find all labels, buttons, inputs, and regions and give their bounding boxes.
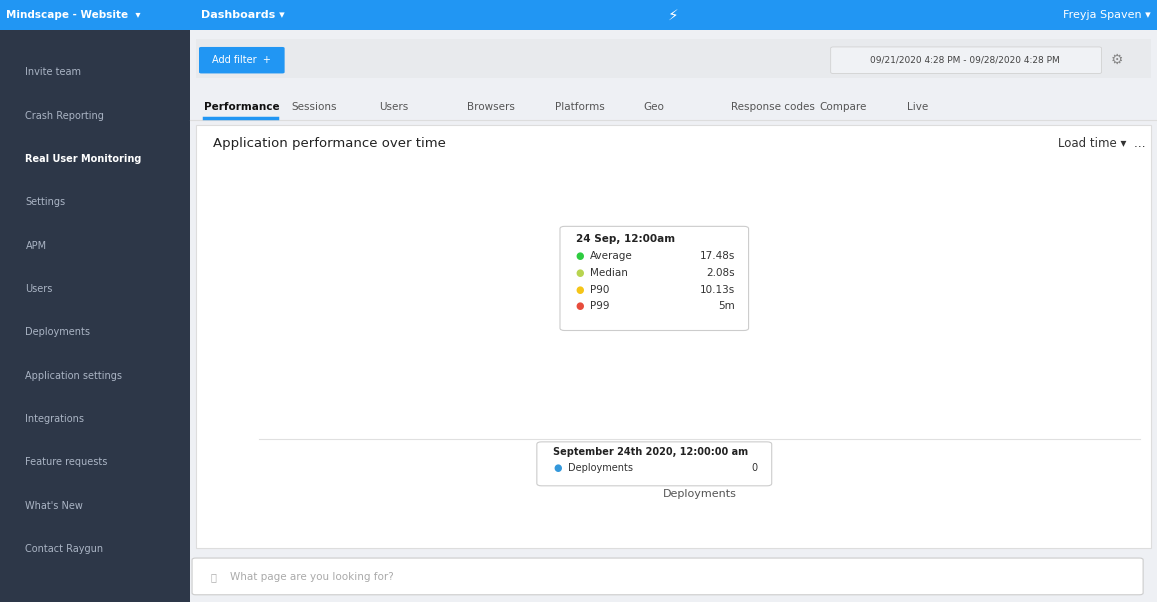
Text: Application settings: Application settings [25, 371, 123, 380]
Text: ●: ● [575, 251, 583, 261]
Text: Median: Median [590, 268, 628, 278]
Text: Compare: Compare [819, 102, 867, 112]
Text: Feature requests: Feature requests [25, 458, 108, 467]
Text: Settings: Settings [25, 197, 66, 207]
Text: Load time ▾  …: Load time ▾ … [1057, 137, 1145, 150]
Text: Users: Users [25, 284, 53, 294]
Text: ●: ● [575, 285, 583, 294]
Text: ●: ● [575, 302, 583, 311]
Text: What's New: What's New [25, 501, 83, 510]
Text: ⚙: ⚙ [1111, 53, 1122, 67]
Text: Geo: Geo [643, 102, 664, 112]
Text: 5m: 5m [718, 302, 735, 311]
Text: Performance: Performance [204, 102, 279, 112]
Text: Response codes: Response codes [731, 102, 815, 112]
Text: Mindscape - Website  ▾: Mindscape - Website ▾ [6, 10, 140, 20]
Text: P90: P90 [590, 285, 610, 294]
Text: Dashboards ▾: Dashboards ▾ [201, 10, 285, 20]
Text: 24 Sep, 12:00am: 24 Sep, 12:00am [576, 234, 676, 244]
Text: Add filter  +: Add filter + [213, 55, 271, 65]
Text: 0: 0 [752, 463, 758, 473]
Text: 09/21/2020 4:28 PM - 09/28/2020 4:28 PM: 09/21/2020 4:28 PM - 09/28/2020 4:28 PM [870, 56, 1060, 64]
Text: ●: ● [553, 463, 561, 473]
Text: APM: APM [25, 241, 46, 250]
Text: Integrations: Integrations [25, 414, 84, 424]
Text: Users: Users [379, 102, 408, 112]
Text: September 24th 2020, 12:00:00 am: September 24th 2020, 12:00:00 am [553, 447, 749, 457]
Text: 🔍: 🔍 [211, 572, 216, 582]
Text: 2.08s: 2.08s [706, 268, 735, 278]
Text: Platforms: Platforms [555, 102, 605, 112]
Text: Deployments: Deployments [568, 463, 633, 473]
Text: Crash Reporting: Crash Reporting [25, 111, 104, 120]
Text: Contact Raygun: Contact Raygun [25, 544, 104, 554]
Text: Deployments: Deployments [25, 327, 90, 337]
Text: ⚡: ⚡ [668, 8, 679, 22]
Text: Deployments: Deployments [663, 489, 736, 499]
Text: Live: Live [907, 102, 928, 112]
Text: Sessions: Sessions [292, 102, 337, 112]
Text: Real User Monitoring: Real User Monitoring [25, 154, 142, 164]
Text: What page are you looking for?: What page are you looking for? [230, 572, 395, 582]
Text: Average: Average [590, 251, 633, 261]
Text: P99: P99 [590, 302, 610, 311]
Text: Application performance over time: Application performance over time [213, 137, 445, 150]
Text: ●: ● [575, 268, 583, 278]
Text: 10.13s: 10.13s [700, 285, 735, 294]
Text: Freyja Spaven ▾: Freyja Spaven ▾ [1063, 10, 1151, 20]
Legend: Average, Median, P90, P99: Average, Median, P90, P99 [569, 497, 830, 515]
Text: Browsers: Browsers [467, 102, 515, 112]
Text: 17.48s: 17.48s [699, 251, 735, 261]
Text: Invite team: Invite team [25, 67, 81, 77]
